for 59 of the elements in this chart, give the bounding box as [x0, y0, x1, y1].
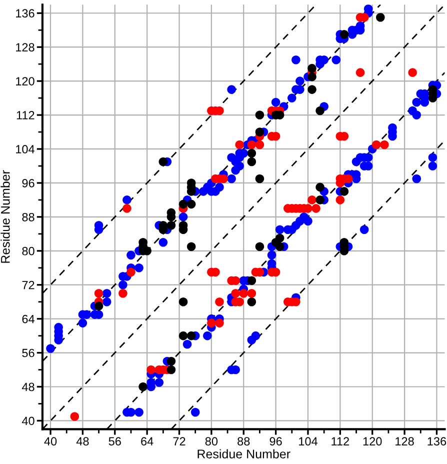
y-tick-label: 80 [22, 246, 34, 256]
point [247, 297, 256, 306]
point [247, 148, 256, 158]
point [166, 356, 176, 366]
point [94, 302, 104, 310]
x-tick-label: 80 [205, 437, 218, 446]
point [340, 187, 349, 196]
point [186, 200, 196, 209]
point [138, 382, 148, 392]
point [308, 64, 316, 73]
y-tick-label: 64 [22, 314, 34, 324]
x-tick-label: 40 [44, 437, 57, 446]
y-axis-title: Residue Number [0, 170, 10, 263]
point [308, 85, 316, 94]
y-tick-label: 112 [16, 111, 34, 120]
point [340, 30, 349, 39]
x-tick-label: 96 [270, 437, 282, 446]
y-tick-label: 72 [22, 280, 34, 290]
x-tick-label: 88 [238, 437, 250, 446]
x-tick-label: 112 [332, 437, 349, 446]
point [247, 276, 256, 285]
y-tick-label: 40 [22, 416, 34, 426]
point [316, 106, 324, 116]
x-tick-label: 128 [396, 437, 414, 446]
point [255, 242, 264, 252]
x-tick-label: 48 [76, 437, 89, 446]
y-tick-label: 48 [22, 382, 34, 392]
point [247, 157, 256, 166]
x-tick-label: 136 [428, 437, 446, 446]
point [178, 331, 188, 340]
point [158, 157, 168, 166]
x-tick-label: 104 [299, 437, 318, 446]
point [316, 196, 324, 204]
point [166, 365, 176, 374]
y-tick-label: 56 [22, 348, 34, 358]
y-tick-label: 128 [16, 43, 34, 52]
point [316, 182, 324, 192]
y-tick-label: 104 [16, 145, 34, 154]
y-tick-label: 88 [22, 212, 34, 222]
point [166, 221, 176, 230]
y-tick-label: 136 [16, 9, 34, 18]
y-tick-label: 120 [16, 77, 34, 86]
x-tick-label: 120 [363, 437, 382, 446]
point [255, 174, 264, 184]
x-tick-label: 72 [173, 437, 186, 446]
point [376, 12, 385, 22]
point [308, 72, 316, 82]
point [275, 234, 284, 243]
point [255, 110, 264, 120]
point [186, 242, 196, 252]
x-axis-title: Residue Number [198, 449, 290, 458]
point [255, 128, 264, 136]
x-tick-label: 56 [108, 437, 121, 446]
point [178, 297, 188, 306]
point [275, 242, 284, 252]
point [178, 200, 188, 209]
point [186, 331, 196, 340]
y-tick-label: 96 [22, 178, 34, 188]
x-tick-label: 64 [141, 437, 154, 446]
